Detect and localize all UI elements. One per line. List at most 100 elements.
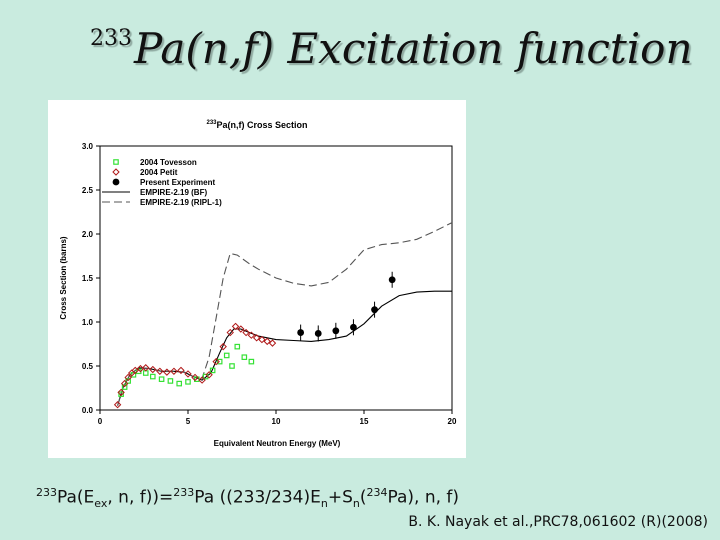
series-line-4 [117, 222, 453, 406]
data-point-series-0 [125, 378, 131, 384]
data-point-series-2 [314, 330, 322, 337]
data-point-series-0 [248, 358, 255, 365]
data-point-series-1 [170, 367, 178, 375]
data-point-series-0 [176, 380, 183, 387]
cross-section-chart: 233Pa(n,f) Cross Section Equivalent Neut… [59, 120, 457, 448]
legend-marker-swatch [112, 178, 120, 186]
data-point-series-1 [237, 325, 245, 333]
data-point-series-1 [131, 366, 139, 375]
x-tick-label: 10 [272, 417, 281, 426]
data-point-series-2 [371, 306, 378, 314]
data-point-series-0 [234, 343, 241, 350]
model-curves [117, 222, 453, 406]
data-point-series-0 [229, 363, 235, 369]
data-point-series-1 [258, 335, 266, 344]
y-tick-label: 2.0 [82, 230, 94, 239]
formula-part-5: ( [359, 487, 367, 508]
data-point-series-1 [268, 339, 277, 347]
legend-label: 2004 Petit [140, 168, 178, 177]
data-point-series-1 [149, 365, 157, 374]
y-tick-label: 1.5 [82, 274, 94, 283]
formula-part-2: , n, f))= [107, 487, 174, 508]
y-tick-label: 0.5 [82, 362, 94, 371]
data-point-series-2 [332, 327, 340, 335]
y-tick-label: 1.0 [82, 318, 94, 327]
data-point-series-1 [117, 388, 125, 397]
formula-sup-1: 233 [36, 486, 57, 499]
data-point-series-2 [297, 329, 305, 336]
chart-title: 233Pa(n,f) Cross Section [206, 120, 307, 130]
legend-label: Present Experiment [140, 178, 215, 187]
data-point-series-1 [177, 366, 185, 375]
y-tick-label: 2.5 [82, 186, 94, 195]
data-point-series-1 [113, 401, 122, 409]
data-point-series-0 [216, 358, 223, 365]
formula-sub-2: n [320, 497, 328, 511]
chart-title-text: Pa(n,f) Cross Section [217, 120, 308, 130]
legend-marker-swatch [113, 159, 119, 165]
x-tick-label: 5 [186, 417, 191, 426]
data-point-series-1 [156, 367, 164, 375]
data-point-series-1 [219, 342, 227, 351]
data-point-series-1 [263, 337, 271, 346]
data-point-series-0 [118, 391, 124, 397]
x-axis-label: Equivalent Neutron Energy (MeV) [214, 439, 341, 448]
data-point-series-2 [388, 276, 396, 284]
data-point-series-0 [223, 352, 230, 359]
data-point-series-0 [185, 379, 191, 385]
y-tick-label: 0.0 [82, 406, 94, 415]
data-point-series-0 [130, 372, 137, 378]
data-point-series-1 [191, 373, 199, 382]
series-line-3 [117, 290, 452, 406]
data-point-series-2 [350, 323, 357, 331]
data-point-series-0 [158, 376, 165, 383]
slide-title: 233Pa(n,f) Excitation function [90, 24, 693, 73]
data-point-series-0 [142, 370, 149, 376]
data-point-series-0 [209, 367, 216, 374]
chart-title-superscript: 233 [206, 120, 217, 126]
energy-formula: 233Pa(Eex, n, f))=233Pa ((233/234)En+Sn(… [36, 486, 459, 510]
data-point-series-0 [121, 384, 128, 390]
title-text: Pa(n,f) Excitation function [134, 24, 693, 73]
x-tick-label: 15 [360, 417, 369, 426]
formula-sub-3: n [352, 497, 360, 511]
formula-part-3: Pa ((233/234)E [194, 487, 321, 508]
axes: 0 5 10 15 20 0.0 0.5 1.0 1.5 2.0 2.5 3.0 [82, 142, 457, 426]
formula-sup-3: 234 [366, 486, 388, 499]
y-tick-label: 3.0 [82, 142, 94, 151]
data-point-series-1 [231, 322, 240, 331]
data-point-series-1 [142, 364, 150, 372]
legend-label: EMPIRE-2.19 (BF) [140, 188, 207, 197]
legend-marker-swatch [112, 168, 120, 176]
data-point-series-1 [120, 379, 129, 388]
data-point-series-1 [242, 328, 250, 337]
data-point-series-1 [184, 370, 192, 378]
legend-label: EMPIRE-2.19 (RIPL-1) [140, 198, 222, 207]
data-point-series-0 [194, 376, 200, 383]
title-superscript: 233 [90, 26, 132, 51]
formula-sup-2: 233 [173, 486, 195, 499]
chart-panel: 233Pa(n,f) Cross Section Equivalent Neut… [48, 100, 466, 458]
formula-sub-1: ex [94, 497, 108, 511]
x-tick-label: 0 [98, 417, 103, 426]
data-point-series-1 [226, 328, 234, 337]
data-point-series-1 [124, 373, 132, 382]
data-point-series-1 [252, 334, 261, 342]
formula-part-6: Pa), n, f) [387, 487, 460, 508]
data-point-series-1 [205, 371, 213, 379]
data-points [113, 271, 396, 409]
data-point-series-1 [212, 357, 220, 366]
y-axis-label: Cross Section (barns) [59, 236, 68, 319]
x-tick-label: 20 [448, 417, 457, 426]
data-point-series-0 [167, 378, 174, 384]
data-point-series-0 [149, 373, 156, 380]
formula-part-4: +S [327, 487, 353, 508]
data-point-series-1 [247, 331, 256, 339]
data-point-series-1 [163, 368, 171, 376]
data-point-series-0 [241, 354, 248, 361]
data-point-series-1 [198, 376, 206, 384]
legend-label: 2004 Tovesson [140, 158, 197, 167]
citation: B. K. Nayak et al.,PRC78,061602 (R)(2008… [408, 514, 708, 530]
formula-part-1: Pa(E [57, 487, 95, 508]
